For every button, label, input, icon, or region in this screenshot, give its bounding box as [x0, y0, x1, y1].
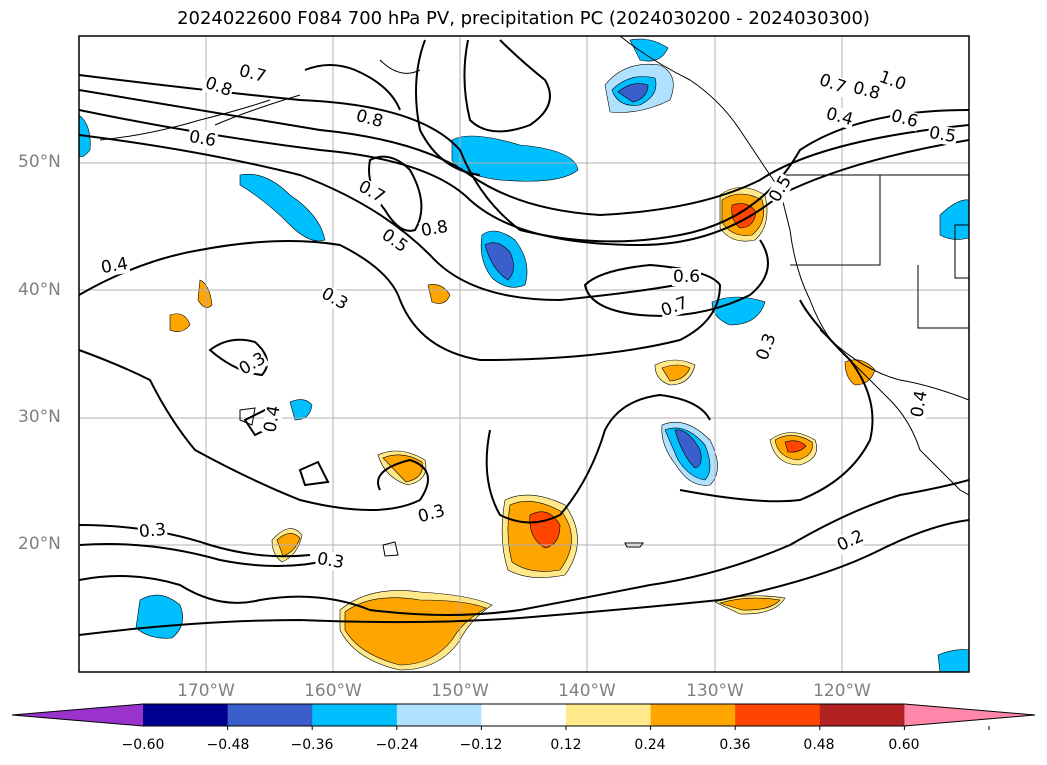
lat-label-20n: 20°N — [18, 534, 61, 554]
lon-label-140w: 140°W — [558, 681, 616, 701]
colorbar-segment — [735, 704, 821, 726]
precip-negative-area — [135, 594, 183, 639]
lon-label-130w: 130°W — [686, 681, 744, 701]
lon-label-150w: 150°W — [431, 681, 489, 701]
precip-negative-area — [937, 649, 969, 672]
precip-positive-area — [197, 279, 213, 308]
precip-positive-area — [427, 284, 451, 304]
contour-label: 0.8 — [418, 216, 451, 242]
precip-negative-area — [629, 38, 669, 62]
colorbar-tick: 0.36 — [719, 737, 751, 753]
precipitation-shading — [79, 38, 969, 672]
precip-positive-area — [718, 597, 781, 611]
precip-positive-area — [661, 364, 691, 382]
precip-positive-area — [529, 511, 561, 549]
colorbar-segment — [819, 704, 905, 726]
lat-label-30n: 30°N — [18, 407, 61, 427]
lon-label-120w: 120°W — [813, 681, 871, 701]
precip-positive-area — [169, 313, 191, 332]
precip-positive-area — [784, 440, 807, 453]
colorbar-outline — [11, 703, 1036, 727]
colorbar-segment — [312, 704, 398, 726]
colorbar-segment — [143, 704, 229, 726]
colorbar-segment — [481, 704, 567, 726]
contour-label: 0.6 — [672, 267, 702, 287]
colorbar-tick: −0.60 — [121, 737, 165, 753]
precip-negative-area — [711, 296, 766, 326]
colorbar-tick: −0.24 — [375, 737, 419, 753]
map-frame — [78, 35, 970, 673]
contour-label: 0.4 — [260, 403, 285, 435]
colorbar-segment — [396, 704, 482, 726]
contour-label: 0.3 — [314, 548, 347, 574]
colorbar-segment — [650, 704, 736, 726]
colorbar-extension-low — [12, 704, 143, 726]
contour-label: 0.4 — [98, 253, 131, 279]
lat-label-40n: 40°N — [18, 280, 61, 300]
precip-negative-area — [239, 173, 326, 242]
lon-label-160w: 160°W — [304, 681, 362, 701]
precip-negative-area — [939, 199, 969, 240]
lat-label-50n: 50°N — [18, 152, 61, 172]
map-title: 2024022600 F084 700 hPa PV, precipitatio… — [177, 8, 870, 29]
colorbar-extension-high — [904, 704, 1035, 726]
precip-negative-area — [617, 83, 649, 103]
precip-negative-area — [451, 135, 579, 182]
colorbar-tick: 0.24 — [634, 737, 666, 753]
precip-negative-area — [674, 429, 702, 469]
contour-label: 0.3 — [137, 519, 168, 543]
precip-negative-area — [484, 242, 514, 281]
colorbar — [11, 703, 1036, 730]
colorbar-tick: 0.12 — [550, 737, 582, 753]
lon-label-170w: 170°W — [177, 681, 235, 701]
colorbar-tick: 0.60 — [888, 737, 920, 753]
colorbar-tick: −0.12 — [459, 737, 503, 753]
precip-negative-area — [289, 399, 313, 421]
contour-label: 0.5 — [926, 122, 959, 148]
contour-label: 0.6 — [186, 126, 219, 152]
contour-label: 0.4 — [907, 388, 932, 420]
colorbar-tick: −0.48 — [206, 737, 250, 753]
colorbar-segment — [566, 704, 652, 726]
precip-positive-area — [844, 359, 876, 386]
colorbar-tick: 0.48 — [803, 737, 835, 753]
colorbar-segment — [227, 704, 313, 726]
colorbar-tick: −0.36 — [290, 737, 334, 753]
